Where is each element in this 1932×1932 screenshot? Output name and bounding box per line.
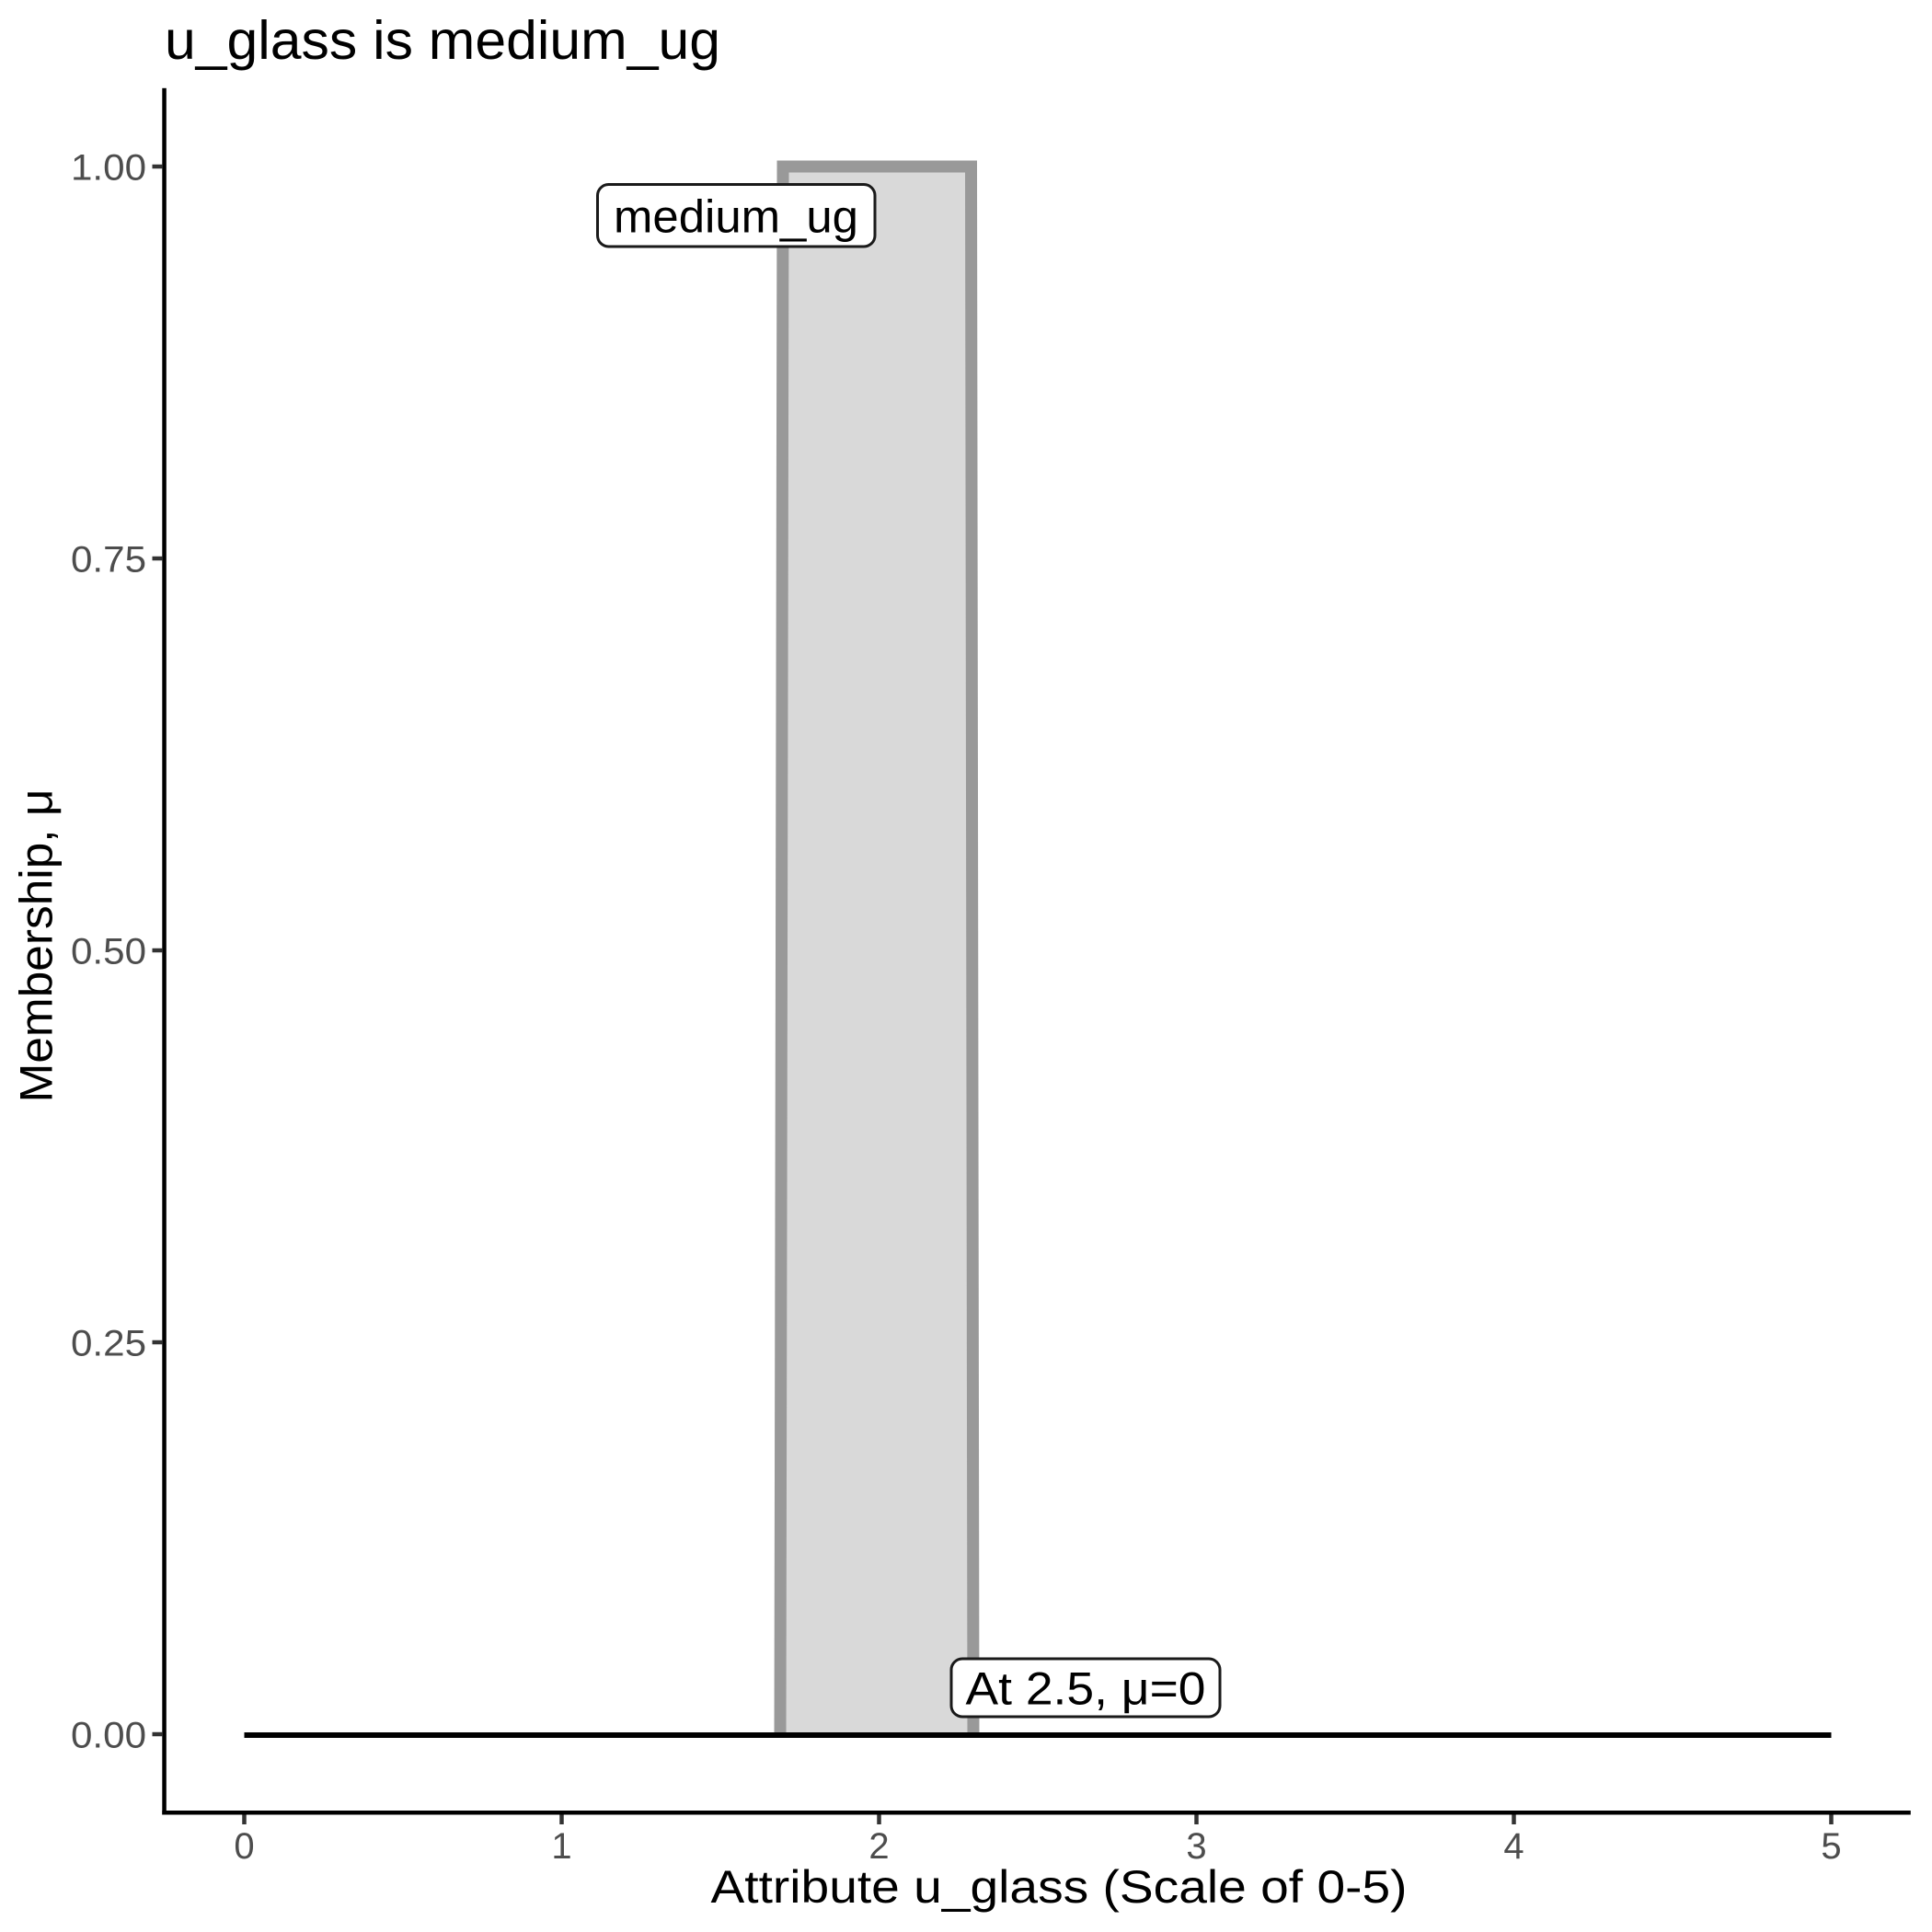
svg-text:medium_ug: medium_ug (614, 191, 858, 243)
svg-text:At 2.5, μ=0: At 2.5, μ=0 (966, 1663, 1206, 1715)
svg-text:5: 5 (1821, 1826, 1841, 1867)
svg-text:0.75: 0.75 (71, 540, 146, 581)
svg-text:Membership, μ: Membership, μ (11, 789, 63, 1103)
svg-text:1: 1 (551, 1826, 571, 1867)
svg-text:Attribute u_glass (Scale of 0-: Attribute u_glass (Scale of 0-5) (711, 1861, 1408, 1913)
svg-text:0.25: 0.25 (71, 1324, 146, 1364)
svg-text:0.50: 0.50 (71, 932, 146, 972)
svg-text:0.00: 0.00 (71, 1716, 146, 1756)
svg-text:1.00: 1.00 (71, 148, 146, 189)
svg-text:0: 0 (234, 1826, 254, 1867)
svg-text:3: 3 (1186, 1826, 1206, 1867)
svg-text:4: 4 (1503, 1826, 1524, 1867)
svg-text:u_glass is medium_ug: u_glass is medium_ug (165, 10, 720, 71)
svg-text:2: 2 (868, 1826, 889, 1867)
